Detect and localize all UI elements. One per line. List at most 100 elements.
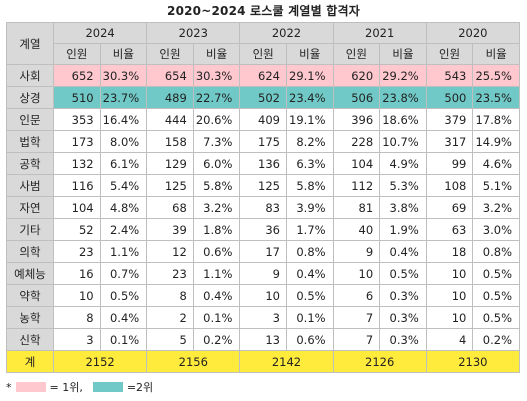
count-header: 인원 — [332, 43, 381, 65]
rate-cell: 0.3% — [379, 328, 427, 351]
rate-cell: 3.9% — [285, 196, 334, 219]
count-cell: 353 — [53, 108, 101, 131]
year-header: 2023 — [146, 22, 241, 44]
category-cell: 자연 — [6, 196, 54, 219]
count-cell: 9 — [332, 240, 381, 263]
count-cell: 23 — [53, 240, 101, 263]
count-cell: 12 — [146, 240, 194, 263]
total-label: 계 — [6, 350, 54, 373]
rate-cell: 0.2% — [192, 328, 241, 351]
count-cell: 175 — [239, 130, 287, 153]
rate-header: 비율 — [379, 43, 427, 65]
count-cell: 13 — [239, 328, 287, 351]
rate-cell: 1.9% — [379, 218, 427, 241]
category-cell: 약학 — [6, 284, 54, 307]
rate-cell: 19.1% — [285, 108, 334, 131]
rate-cell: 29.2% — [379, 64, 427, 87]
table-title: 2020~2024 로스쿨 계열별 합격자 — [167, 4, 360, 18]
count-cell: 173 — [53, 130, 101, 153]
count-header: 인원 — [425, 43, 474, 65]
rate-cell: 0.5% — [472, 284, 520, 307]
legend-asterisk: * — [6, 380, 12, 394]
count-cell: 654 — [146, 64, 194, 87]
rate-cell: 1.8% — [192, 218, 241, 241]
table-body: 사회 652 30.3% 654 30.3% 624 29.1% 620 29.2% 543 25.… — [6, 64, 521, 373]
rate-cell: 22.7% — [192, 86, 241, 109]
rate-header: 비율 — [472, 43, 520, 65]
count-cell: 40 — [332, 218, 381, 241]
count-cell: 69 — [425, 196, 474, 219]
header-row-sub: 인원 비율 인원 비율 인원 비율 인원 비율 인원 비율 — [7, 43, 520, 65]
rate-cell: 0.5% — [379, 262, 427, 285]
count-cell: 5 — [146, 328, 194, 351]
rate-header: 비율 — [192, 43, 241, 65]
rate-cell: 5.8% — [285, 174, 334, 197]
count-cell: 396 — [332, 108, 381, 131]
rate-cell: 0.5% — [99, 284, 148, 307]
count-cell: 489 — [146, 86, 194, 109]
table-row: 사범 116 5.4% 125 5.8% 125 5.8% 112 5.3% 108 5.1% — [6, 174, 520, 197]
count-cell: 8 — [146, 284, 194, 307]
rate-cell: 6.1% — [99, 152, 148, 175]
rate-cell: 0.1% — [99, 328, 148, 351]
legend-swatch-rank2 — [92, 382, 123, 392]
count-cell: 104 — [53, 196, 101, 219]
count-header: 인원 — [146, 43, 194, 65]
count-cell: 7 — [332, 328, 381, 351]
count-cell: 543 — [425, 64, 474, 87]
count-cell: 125 — [239, 174, 287, 197]
rate-cell: 30.3% — [99, 64, 148, 87]
rate-cell: 5.8% — [192, 174, 241, 197]
rate-cell: 3.2% — [192, 196, 241, 219]
rate-cell: 18.6% — [379, 108, 427, 131]
table-row: 예체능 16 0.7% 23 1.1% 9 0.4% 10 0.5% 10 0.5% — [6, 262, 520, 285]
count-cell: 125 — [146, 174, 194, 197]
rate-cell: 30.3% — [192, 64, 241, 87]
rate-cell: 23.7% — [99, 86, 148, 109]
count-cell: 104 — [332, 152, 381, 175]
category-cell: 신학 — [6, 328, 54, 351]
count-cell: 10 — [425, 262, 474, 285]
rate-cell: 17.8% — [472, 108, 520, 131]
count-cell: 39 — [146, 218, 194, 241]
category-cell: 예체능 — [6, 262, 54, 285]
count-header: 인원 — [53, 43, 101, 65]
table-row: 자연 104 4.8% 68 3.2% 83 3.9% 81 3.8% 69 3.2% — [6, 196, 520, 219]
table-row: 인문 353 16.4% 444 20.6% 409 19.1% 396 18.6% 379 17.… — [6, 108, 520, 131]
rate-cell: 0.5% — [472, 306, 520, 329]
count-cell: 10 — [425, 284, 474, 307]
results-table: 계열 2024 2023 2022 2021 2020 인원 비율 인원 비율 … — [6, 22, 521, 373]
rate-cell: 23.5% — [472, 86, 520, 109]
count-cell: 112 — [332, 174, 381, 197]
rate-cell: 6.3% — [285, 152, 334, 175]
rate-cell: 2.4% — [99, 218, 148, 241]
rate-cell: 3.0% — [472, 218, 520, 241]
rate-cell: 0.6% — [285, 328, 334, 351]
rate-cell: 14.9% — [472, 130, 520, 153]
count-cell: 652 — [53, 64, 101, 87]
count-cell: 132 — [53, 152, 101, 175]
table-row: 기타 52 2.4% 39 1.8% 36 1.7% 40 1.9% 63 3.0% — [6, 218, 520, 241]
count-cell: 620 — [332, 64, 381, 87]
count-cell: 502 — [239, 86, 287, 109]
table-row: 신학 3 0.1% 5 0.2% 13 0.6% 7 0.3% 4 0.2% — [6, 328, 520, 351]
rate-cell: 5.4% — [99, 174, 148, 197]
rate-cell: 0.4% — [192, 284, 241, 307]
count-cell: 81 — [332, 196, 381, 219]
count-cell: 99 — [425, 152, 474, 175]
total-value: 2152 — [52, 350, 148, 373]
rate-cell: 4.9% — [379, 152, 427, 175]
count-cell: 10 — [239, 284, 287, 307]
table-row: 의학 23 1.1% 12 0.6% 17 0.8% 9 0.4% 18 0.8% — [6, 240, 520, 263]
rate-cell: 0.1% — [285, 306, 334, 329]
count-cell: 444 — [146, 108, 194, 131]
category-cell: 공학 — [6, 152, 54, 175]
rate-cell: 8.2% — [285, 130, 334, 153]
count-cell: 83 — [239, 196, 287, 219]
rate-header: 비율 — [99, 43, 148, 65]
rate-cell: 5.3% — [379, 174, 427, 197]
count-cell: 317 — [425, 130, 474, 153]
category-cell: 상경 — [6, 86, 54, 109]
rate-cell: 0.1% — [192, 306, 241, 329]
